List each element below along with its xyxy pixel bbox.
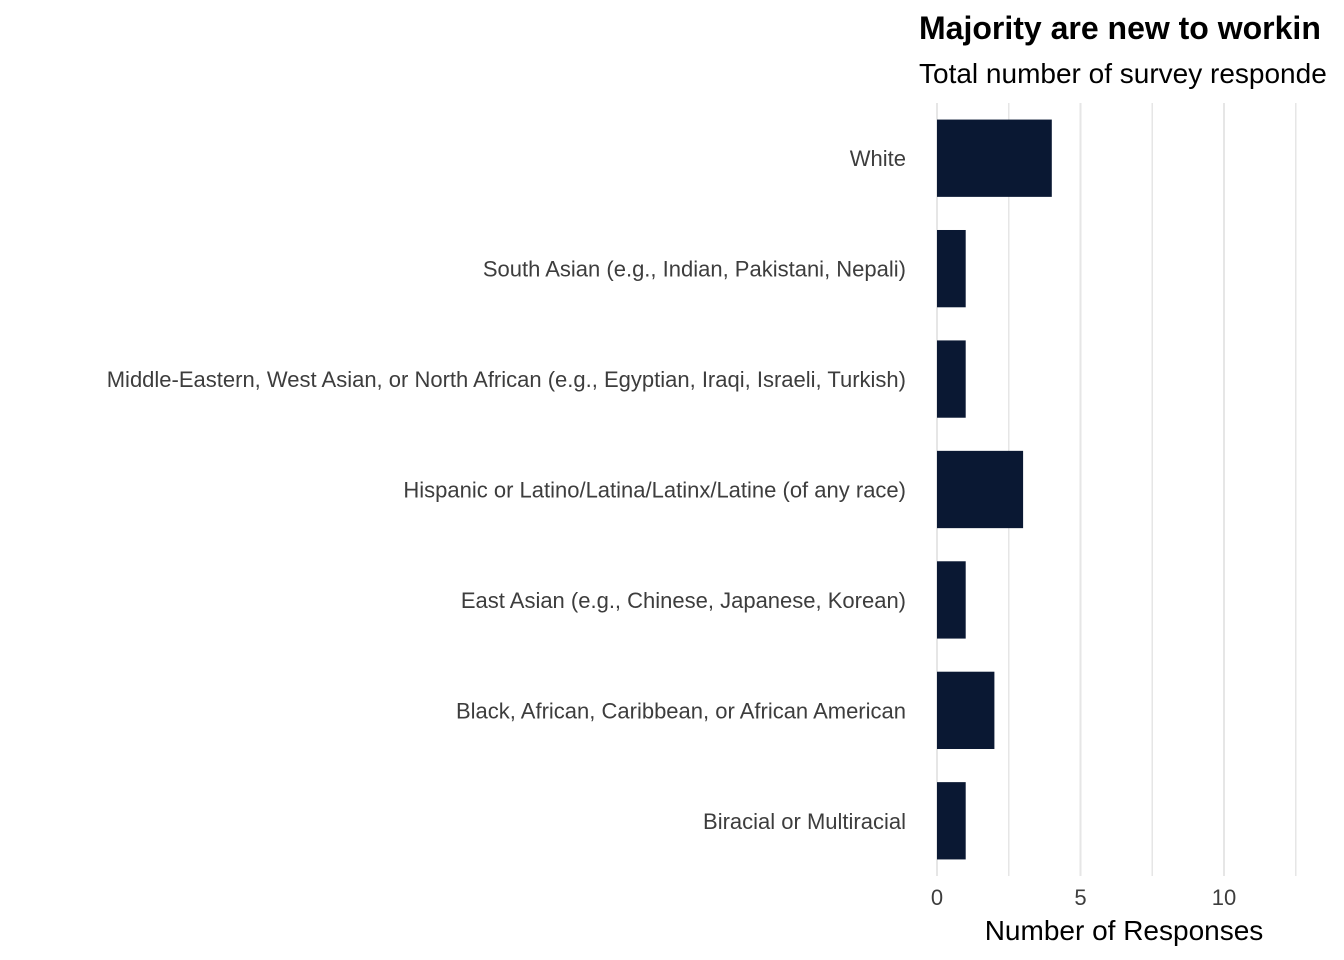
category-label: White — [850, 146, 906, 171]
bar — [937, 561, 966, 639]
x-tick-label: 5 — [1074, 885, 1086, 910]
bar — [937, 119, 1052, 197]
x-tick-label: 0 — [931, 885, 943, 910]
x-tick-labels: 0 5 10 — [931, 885, 1236, 910]
x-tick-label: 10 — [1212, 885, 1236, 910]
bar — [937, 782, 966, 860]
bar — [937, 671, 995, 750]
category-label: East Asian (e.g., Chinese, Japanese, Kor… — [461, 588, 906, 613]
bar — [937, 229, 966, 308]
chart-subtitle: Total number of survey responde — [919, 58, 1327, 89]
bars — [937, 119, 1052, 860]
bar — [937, 340, 966, 418]
chart-title: Majority are new to workin — [919, 10, 1321, 46]
category-label: Black, African, Caribbean, or African Am… — [456, 698, 906, 723]
category-labels: White South Asian (e.g., Indian, Pakistan… — [107, 146, 906, 834]
category-label: South Asian (e.g., Indian, Pakistani, Ne… — [483, 257, 906, 282]
category-label: Hispanic or Latino/Latina/Latinx/Latine … — [403, 478, 906, 503]
category-label: Middle-Eastern, West Asian, or North Afr… — [107, 367, 906, 392]
category-label: Biracial or Multiracial — [703, 809, 906, 834]
x-axis-title: Number of Responses — [985, 915, 1264, 946]
bar — [937, 450, 1024, 529]
